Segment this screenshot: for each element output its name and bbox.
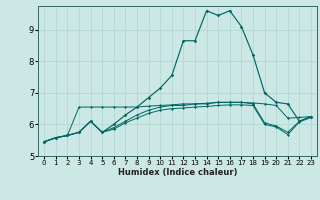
X-axis label: Humidex (Indice chaleur): Humidex (Indice chaleur) bbox=[118, 168, 237, 177]
